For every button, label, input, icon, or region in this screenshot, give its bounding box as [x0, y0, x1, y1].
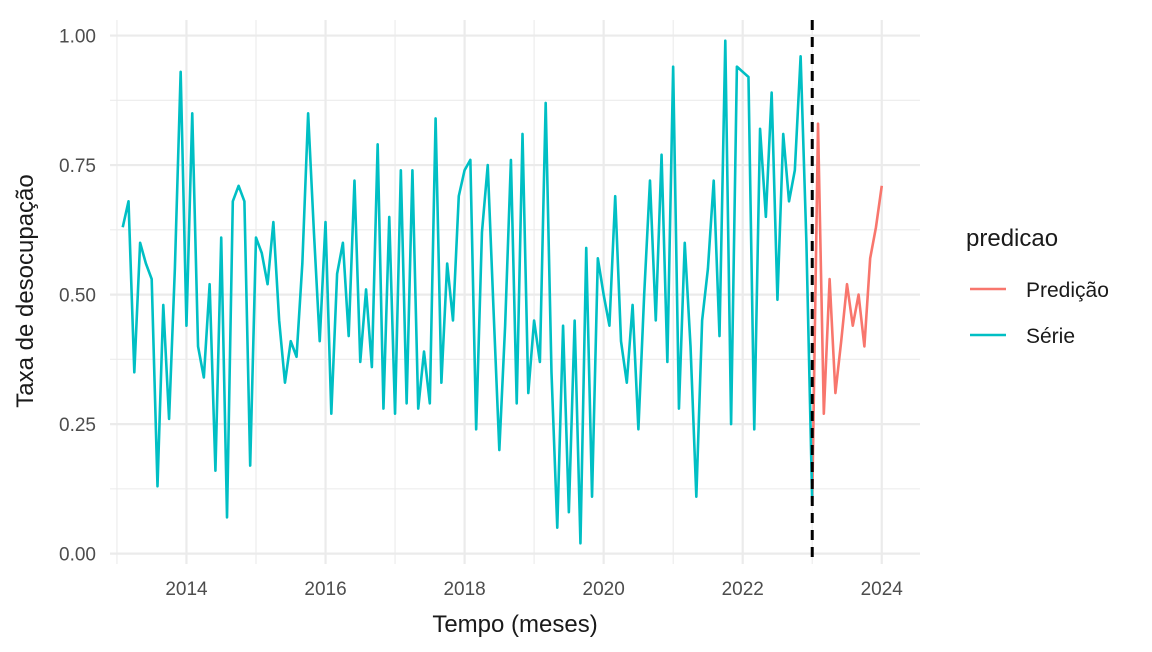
legend-items: Predição Série — [970, 279, 1109, 348]
legend-title: predicao — [966, 225, 1058, 252]
x-tick-label: 2020 — [583, 579, 625, 600]
x-axis-title: Tempo (meses) — [432, 611, 597, 638]
legend-item: Série — [970, 325, 1075, 348]
x-tick-label: 2016 — [304, 579, 346, 600]
x-tick-label: 2014 — [165, 579, 208, 600]
y-tick-label: 0.00 — [59, 545, 96, 566]
y-tick-label: 0.25 — [59, 415, 96, 436]
x-tick-label: 2022 — [722, 579, 764, 600]
x-tick-labels: 2014 2016 2018 2020 2022 2024 — [165, 579, 903, 600]
series-lines — [121, 39, 884, 545]
y-tick-label: 0.75 — [59, 156, 96, 177]
y-axis-title: Taxa de desocupação — [12, 174, 39, 408]
series-line-predicao — [810, 122, 884, 502]
legend-item: Predição — [970, 279, 1109, 302]
x-tick-label: 2018 — [443, 579, 485, 600]
y-tick-labels: 0.00 0.25 0.50 0.75 1.00 — [59, 27, 96, 566]
y-tick-label: 1.00 — [59, 27, 96, 48]
legend: predicao Predição Série — [966, 225, 1109, 348]
x-tick-label: 2024 — [861, 579, 904, 600]
y-tick-label: 0.50 — [59, 286, 96, 307]
legend-label: Série — [1026, 325, 1075, 348]
series-line-serie — [121, 39, 814, 545]
legend-label: Predição — [1026, 279, 1109, 302]
